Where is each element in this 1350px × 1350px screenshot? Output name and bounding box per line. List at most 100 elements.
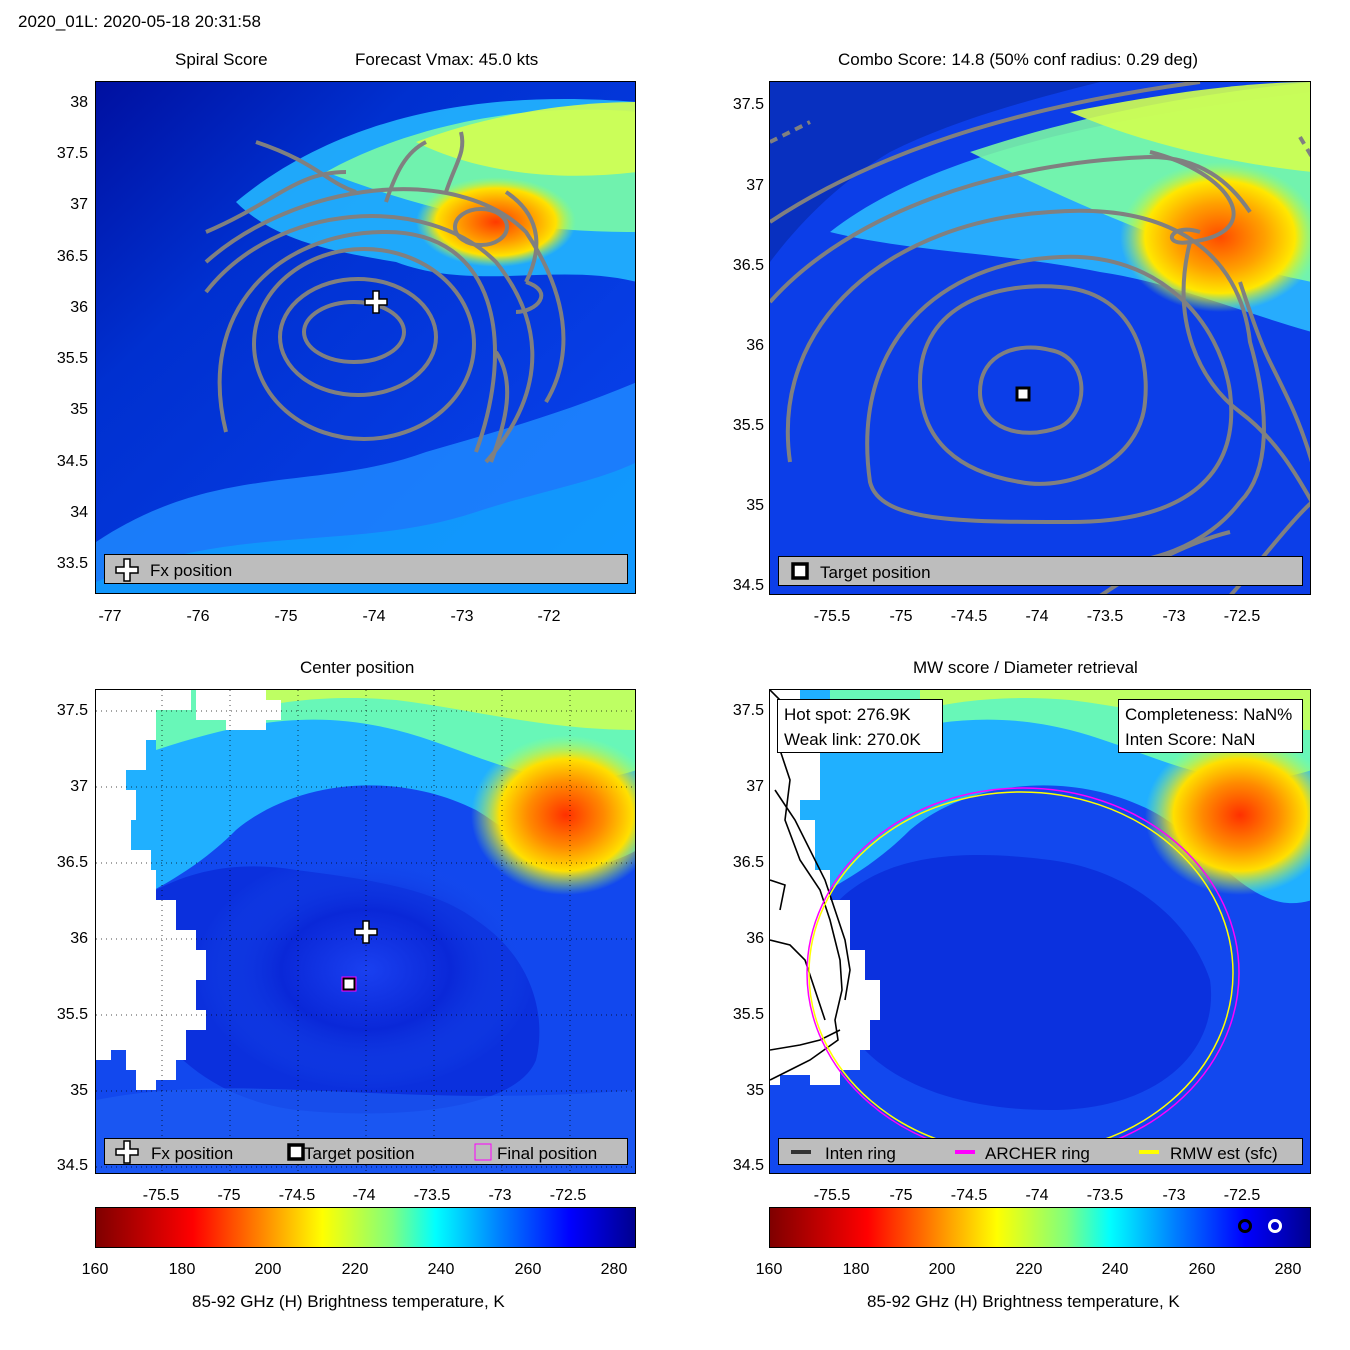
ytick: 34.5 — [732, 577, 764, 594]
hot-spot-text: Hot spot: 276.9K — [784, 705, 911, 724]
panel-br-legend: Inten ring ARCHER ring RMW est (sfc) — [778, 1138, 1303, 1165]
ytick: 36 — [746, 337, 764, 354]
ytick: 34.5 — [56, 453, 88, 470]
panel-bl-title: Center position — [300, 658, 415, 677]
xtick: -73 — [1162, 1187, 1186, 1204]
ytick: 37 — [746, 177, 764, 194]
ytick: 37.5 — [732, 96, 764, 113]
xtick: -74.5 — [950, 608, 988, 625]
xtick: -75 — [889, 1187, 913, 1204]
panel-tr-legend-label: Target position — [820, 563, 931, 582]
hot-spot-circle-icon — [1238, 1219, 1252, 1233]
xtick: -73 — [488, 1187, 512, 1204]
panel-tl-title-right: Forecast Vmax: 45.0 kts — [355, 50, 539, 69]
ytick: 37.5 — [56, 702, 88, 719]
cbar-tick: 240 — [427, 1261, 455, 1278]
ytick: 37 — [70, 196, 88, 213]
fx-position-marker — [354, 920, 378, 944]
panel-bl-legend-final: Final position — [497, 1144, 598, 1163]
ytick: 37 — [70, 778, 88, 795]
fx-position-marker — [364, 290, 388, 314]
cbar-tick: 160 — [755, 1261, 783, 1278]
ytick: 33.5 — [56, 555, 88, 572]
ytick: 37.5 — [732, 702, 764, 719]
cbar-tick: 280 — [600, 1261, 628, 1278]
fx-position-icon — [115, 1140, 139, 1164]
cbar-tick: 200 — [254, 1261, 282, 1278]
colorbar-left — [95, 1207, 636, 1248]
ytick: 38 — [70, 94, 88, 111]
ytick: 35 — [746, 1082, 764, 1099]
panel-tr-field — [770, 82, 1310, 594]
panel-bl-legend: Fx position Target position Final positi… — [104, 1138, 628, 1165]
ytick: 37.5 — [56, 145, 88, 162]
rmw-ring-swatch — [1139, 1150, 1159, 1154]
xtick: -72 — [537, 608, 561, 625]
xtick: -73 — [450, 608, 474, 625]
cbar-tick: 240 — [1101, 1261, 1129, 1278]
xtick: -74.5 — [278, 1187, 316, 1204]
panel-tl-legend: Fx position — [104, 554, 628, 584]
inten-ring-label: Inten ring — [825, 1144, 896, 1163]
ytick: 35.5 — [732, 1006, 764, 1023]
weak-link-text: Weak link: 270.0K — [784, 730, 921, 749]
ytick: 36 — [70, 930, 88, 947]
xtick: -73.5 — [1086, 608, 1124, 625]
xtick: -74 — [362, 608, 386, 625]
ytick: 35 — [70, 401, 88, 418]
cbar-tick: 180 — [168, 1261, 196, 1278]
completeness-info-box: Completeness: NaN% Inten Score: NaN — [1118, 699, 1303, 753]
target-position-marker — [341, 976, 357, 992]
ytick: 36.5 — [56, 854, 88, 871]
xtick: -74.5 — [950, 1187, 988, 1204]
cbar-tick: 260 — [514, 1261, 542, 1278]
xtick: -75 — [217, 1187, 241, 1204]
xtick: -73.5 — [413, 1187, 451, 1204]
rmw-ring-label: RMW est (sfc) — [1170, 1144, 1278, 1163]
cbar-tick: 200 — [928, 1261, 956, 1278]
panel-br-field — [770, 690, 1310, 1173]
xtick: -75 — [889, 608, 913, 625]
ytick: 35 — [746, 497, 764, 514]
panel-tl-field — [96, 82, 635, 593]
completeness-text: Completeness: NaN% — [1125, 705, 1293, 724]
xtick: -75.5 — [142, 1187, 180, 1204]
page-title: 2020_01L: 2020-05-18 20:31:58 — [18, 12, 261, 31]
panel-bl-plot: Fx position Target position Final positi… — [95, 689, 636, 1174]
panel-br-plot: Hot spot: 276.9K Weak link: 270.0K Compl… — [769, 689, 1311, 1174]
xtick: -72.5 — [1223, 1187, 1261, 1204]
xtick: -77 — [98, 608, 122, 625]
ytick: 34 — [70, 504, 88, 521]
ytick: 36 — [746, 930, 764, 947]
xtick: -76 — [186, 608, 210, 625]
xtick: -74 — [1025, 608, 1049, 625]
fx-position-icon — [115, 558, 139, 582]
ytick: 35.5 — [732, 417, 764, 434]
ytick: 35 — [70, 1082, 88, 1099]
xtick: -73.5 — [1086, 1187, 1124, 1204]
panel-tr-plot: Target position — [769, 81, 1311, 595]
archer-ring-swatch — [955, 1150, 975, 1154]
xtick: -72.5 — [1223, 608, 1261, 625]
archer-ring-label: ARCHER ring — [985, 1144, 1090, 1163]
inten-ring-swatch — [791, 1150, 811, 1154]
colorbar-right — [769, 1207, 1311, 1248]
ytick: 36.5 — [56, 248, 88, 265]
target-position-icon — [791, 562, 809, 580]
ytick: 34.5 — [56, 1157, 88, 1174]
xtick: -74 — [352, 1187, 376, 1204]
panel-tr-legend: Target position — [778, 556, 1303, 586]
cbar-tick: 160 — [81, 1261, 109, 1278]
ytick: 34.5 — [732, 1157, 764, 1174]
xtick: -75 — [274, 608, 298, 625]
panel-bl-legend-target: Target position — [304, 1144, 415, 1163]
ytick: 37 — [746, 778, 764, 795]
cbar-tick: 220 — [341, 1261, 369, 1278]
ytick: 35.5 — [56, 350, 88, 367]
ytick: 36.5 — [732, 854, 764, 871]
ytick: 35.5 — [56, 1006, 88, 1023]
panel-tr-title: Combo Score: 14.8 (50% conf radius: 0.29… — [838, 50, 1199, 69]
target-position-marker — [1015, 386, 1031, 402]
panel-tl-legend-label: Fx position — [150, 561, 233, 580]
cbar-tick: 280 — [1274, 1261, 1302, 1278]
